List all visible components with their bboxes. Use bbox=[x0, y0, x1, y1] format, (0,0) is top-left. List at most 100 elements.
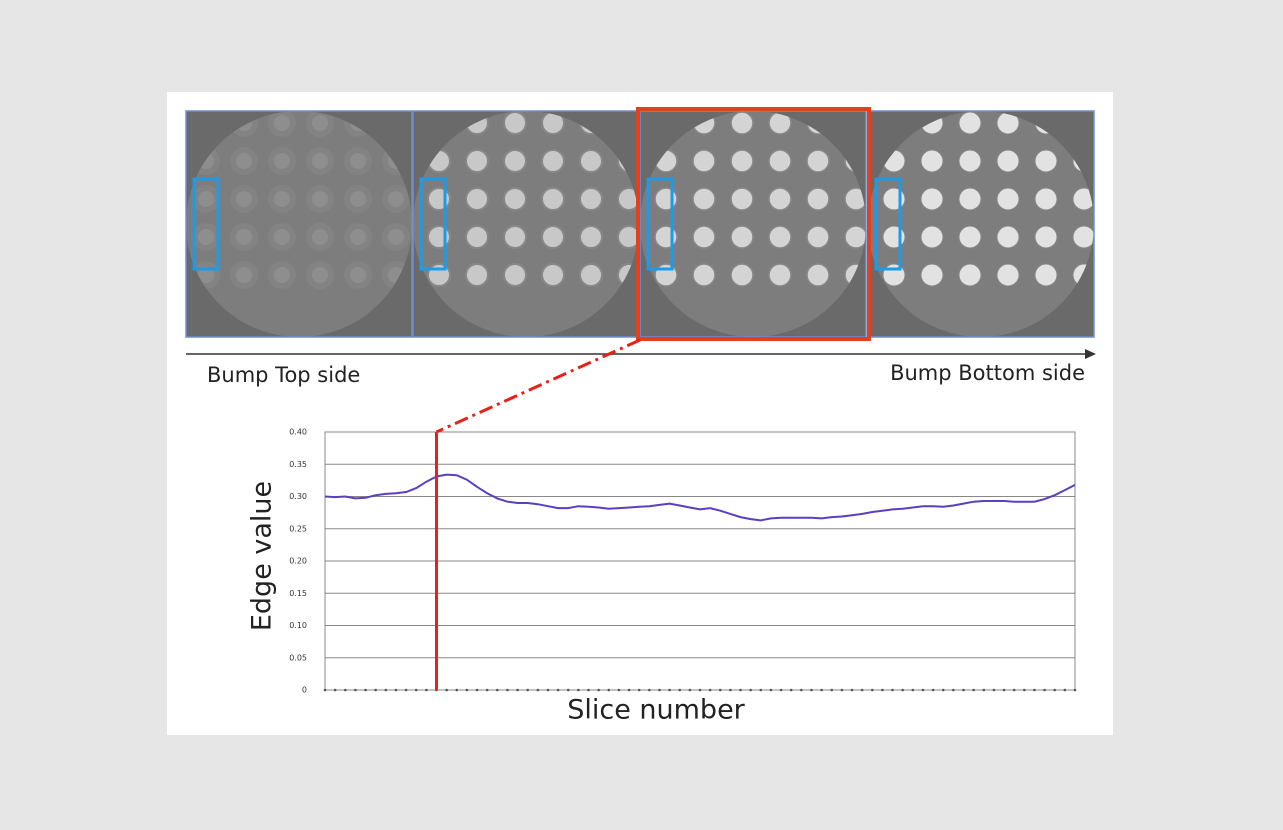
bump bbox=[503, 149, 527, 173]
line-chart: 0 0.05 0.10 0.15 0.20 0.25 0.30 0.35 0.40 bbox=[289, 338, 1077, 695]
bump bbox=[958, 187, 982, 211]
x-tick bbox=[688, 688, 692, 692]
selected-frame bbox=[636, 107, 871, 341]
x-tick bbox=[414, 688, 418, 692]
x-tick bbox=[769, 688, 773, 692]
bump bbox=[192, 185, 220, 213]
x-tick bbox=[495, 688, 499, 692]
bump bbox=[503, 111, 527, 135]
x-tick bbox=[921, 688, 925, 692]
x-tick bbox=[617, 688, 621, 692]
bump bbox=[654, 225, 678, 249]
bump bbox=[268, 223, 296, 251]
bump bbox=[920, 149, 944, 173]
x-tick bbox=[658, 688, 661, 692]
x-tick bbox=[425, 688, 428, 692]
bump bbox=[1034, 149, 1058, 173]
x-tick bbox=[698, 688, 702, 692]
x-tick bbox=[718, 688, 722, 692]
bump bbox=[882, 187, 906, 211]
bump bbox=[465, 187, 489, 211]
x-tick bbox=[668, 688, 671, 692]
bump bbox=[427, 263, 451, 287]
bump bbox=[306, 185, 334, 213]
bump bbox=[503, 225, 527, 249]
x-tick bbox=[800, 688, 803, 692]
x-tick bbox=[1033, 688, 1036, 692]
bump bbox=[768, 187, 792, 211]
bump bbox=[427, 225, 451, 249]
bump bbox=[768, 149, 792, 173]
y-tick-label: 0.05 bbox=[289, 653, 307, 662]
bump bbox=[996, 149, 1020, 173]
image-disc bbox=[413, 111, 639, 337]
x-tick bbox=[1023, 688, 1026, 692]
x-tick bbox=[729, 688, 732, 692]
bump bbox=[806, 187, 830, 211]
bump bbox=[920, 263, 944, 287]
x-tick bbox=[881, 688, 884, 692]
bump bbox=[996, 263, 1020, 287]
bump bbox=[230, 185, 258, 213]
bump bbox=[382, 223, 410, 251]
x-tick bbox=[739, 688, 742, 692]
bump bbox=[541, 225, 565, 249]
x-tick bbox=[577, 688, 580, 692]
roi-box bbox=[192, 177, 220, 271]
x-tick bbox=[455, 688, 459, 692]
x-tick bbox=[911, 688, 915, 692]
x-tick bbox=[759, 688, 763, 692]
x-tick bbox=[374, 688, 377, 692]
x-tick bbox=[860, 688, 864, 692]
disc bbox=[640, 111, 866, 337]
x-tick bbox=[962, 688, 965, 692]
x-tick bbox=[364, 688, 367, 692]
bump bbox=[958, 225, 982, 249]
y-tick-label: 0.35 bbox=[289, 460, 307, 469]
bottom-label: Bump Bottom side bbox=[890, 361, 1085, 385]
bump bbox=[996, 187, 1020, 211]
bump bbox=[844, 187, 866, 211]
bump bbox=[306, 147, 334, 175]
bump bbox=[692, 187, 716, 211]
bump bbox=[541, 263, 565, 287]
x-tick bbox=[1053, 688, 1057, 692]
x-tick bbox=[931, 688, 935, 692]
x-tick bbox=[850, 688, 854, 692]
bump bbox=[730, 263, 754, 287]
roi-box bbox=[874, 177, 902, 271]
x-tick bbox=[749, 688, 752, 692]
x-tick bbox=[475, 688, 479, 692]
x-tick bbox=[779, 688, 783, 692]
disc bbox=[413, 111, 639, 337]
top-label: Bump Top side bbox=[207, 363, 360, 387]
x-tick bbox=[830, 688, 834, 692]
bump bbox=[1034, 263, 1058, 287]
x-tick bbox=[789, 688, 793, 692]
bump bbox=[692, 263, 716, 287]
x-tick bbox=[982, 688, 986, 692]
x-tick bbox=[992, 688, 996, 692]
y-tick-label: 0.10 bbox=[289, 621, 307, 630]
x-tick bbox=[607, 688, 611, 692]
x-tick bbox=[952, 688, 955, 692]
x-tick bbox=[384, 688, 388, 692]
bump bbox=[541, 149, 565, 173]
bump bbox=[768, 225, 792, 249]
bump bbox=[920, 187, 944, 211]
bump bbox=[579, 187, 603, 211]
bump bbox=[306, 261, 334, 289]
image-disc bbox=[186, 111, 412, 337]
x-tick bbox=[323, 688, 327, 692]
bump bbox=[344, 185, 372, 213]
roi-box bbox=[419, 177, 447, 271]
x-tick bbox=[506, 688, 509, 692]
bump bbox=[882, 263, 906, 287]
x-tick bbox=[546, 688, 550, 692]
bump bbox=[465, 263, 489, 287]
bump bbox=[465, 149, 489, 173]
x-tick bbox=[941, 688, 945, 692]
arrow-head bbox=[1085, 349, 1096, 359]
bump bbox=[730, 149, 754, 173]
